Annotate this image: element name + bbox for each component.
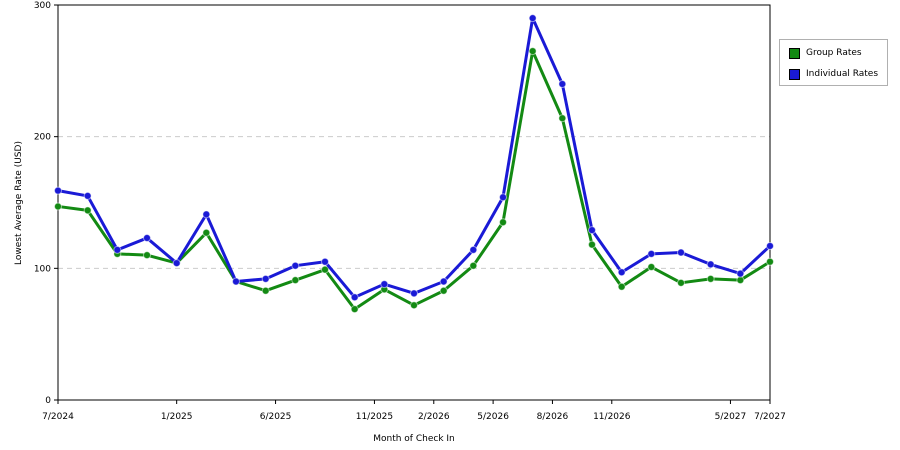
data-point-individual-rates-15 [499, 193, 507, 202]
data-point-group-rates-0 [54, 202, 62, 211]
data-point-group-rates-14 [469, 261, 478, 270]
data-point-individual-rates-6 [232, 277, 240, 286]
gridlines [58, 136, 770, 269]
data-point-individual-rates-20 [647, 249, 656, 258]
data-point-group-rates-24 [766, 257, 774, 266]
data-point-individual-rates-22 [706, 260, 715, 269]
data-point-individual-rates-4 [172, 259, 181, 268]
legend-swatch-individual-rates [789, 68, 800, 80]
data-point-group-rates-10 [350, 305, 359, 314]
legend-swatch-group-rates [789, 47, 800, 59]
data-point-group-rates-22 [706, 274, 715, 283]
data-point-group-rates-5 [202, 228, 211, 237]
data-point-group-rates-21 [677, 278, 685, 287]
y-tick-label-100: 100 [34, 264, 51, 274]
data-point-individual-rates-14 [469, 245, 478, 254]
axes [54, 4, 771, 404]
data-point-group-rates-16 [528, 47, 537, 56]
legend-label-individual-rates: Individual Rates [806, 69, 879, 79]
x-tick-label-2/2026: 2/2026 [418, 412, 450, 422]
y-tick-label-0: 0 [45, 396, 51, 406]
data-point-individual-rates-18 [588, 226, 596, 235]
x-tick-label-8/2026: 8/2026 [537, 412, 569, 422]
data-point-individual-rates-8 [291, 261, 300, 270]
data-point-individual-rates-11 [380, 280, 389, 289]
x-tick-label-1/2025: 1/2025 [161, 412, 193, 422]
data-point-individual-rates-7 [261, 274, 270, 283]
data-point-individual-rates-2 [113, 245, 122, 254]
series-line-group-rates [57, 49, 771, 311]
data-point-group-rates-19 [617, 282, 626, 291]
y-tick-label-300: 300 [34, 1, 51, 11]
data-point-group-rates-7 [261, 286, 270, 295]
data-point-group-rates-12 [410, 301, 418, 310]
plot-frame [57, 4, 771, 401]
tick-labels: 0 100 200 300 7/2024 1/2025 6/2025 11/2025 2/202… [34, 1, 786, 422]
data-point-individual-rates-9 [321, 257, 329, 266]
x-tick-label-11/2025: 11/2025 [356, 412, 393, 422]
data-point-individual-rates-12 [410, 289, 418, 298]
data-point-individual-rates-3 [143, 234, 151, 243]
data-point-individual-rates-0 [54, 186, 62, 195]
data-point-group-rates-23 [736, 276, 745, 285]
data-point-individual-rates-1 [83, 191, 92, 200]
legend-item-group-rates: Group Rates [789, 46, 862, 60]
series-individual-rates [54, 14, 774, 302]
x-tick-label-7/2027: 7/2027 [754, 412, 786, 422]
data-point-individual-rates-19 [617, 268, 626, 277]
data-point-group-rates-15 [499, 218, 507, 227]
x-tick-label-5/2026: 5/2026 [477, 412, 509, 422]
data-point-group-rates-20 [647, 263, 656, 272]
legend: Group Rates Individual Rates [779, 39, 888, 86]
x-axis-title: Month of Check In [373, 434, 455, 444]
data-point-group-rates-8 [291, 276, 300, 285]
series-line-individual-rates [57, 16, 772, 299]
data-point-individual-rates-17 [558, 80, 567, 88]
x-tick-label-7/2024: 7/2024 [42, 412, 74, 422]
legend-label-group-rates: Group Rates [806, 48, 862, 58]
x-tick-label-6/2025: 6/2025 [260, 412, 292, 422]
data-point-individual-rates-21 [677, 248, 685, 257]
data-point-individual-rates-23 [736, 269, 745, 278]
data-point-group-rates-17 [558, 114, 567, 123]
x-tick-label-5/2027: 5/2027 [715, 412, 747, 422]
data-point-group-rates-13 [439, 286, 448, 295]
data-point-group-rates-9 [321, 265, 329, 274]
y-tick-label-200: 200 [34, 133, 51, 143]
data-point-group-rates-3 [143, 251, 151, 260]
data-point-individual-rates-10 [350, 293, 359, 302]
data-point-individual-rates-24 [766, 241, 774, 250]
series-lines [54, 14, 774, 314]
data-point-individual-rates-16 [528, 14, 537, 23]
series-group-rates [54, 47, 774, 314]
x-tick-label-11/2026: 11/2026 [593, 412, 631, 422]
legend-item-individual-rates: Individual Rates [789, 67, 878, 81]
data-point-individual-rates-5 [202, 210, 211, 219]
data-point-group-rates-1 [83, 206, 92, 215]
data-point-group-rates-18 [588, 240, 596, 249]
y-axis-title: Lowest Average Rate (USD) [14, 141, 24, 265]
data-point-individual-rates-13 [439, 277, 448, 286]
